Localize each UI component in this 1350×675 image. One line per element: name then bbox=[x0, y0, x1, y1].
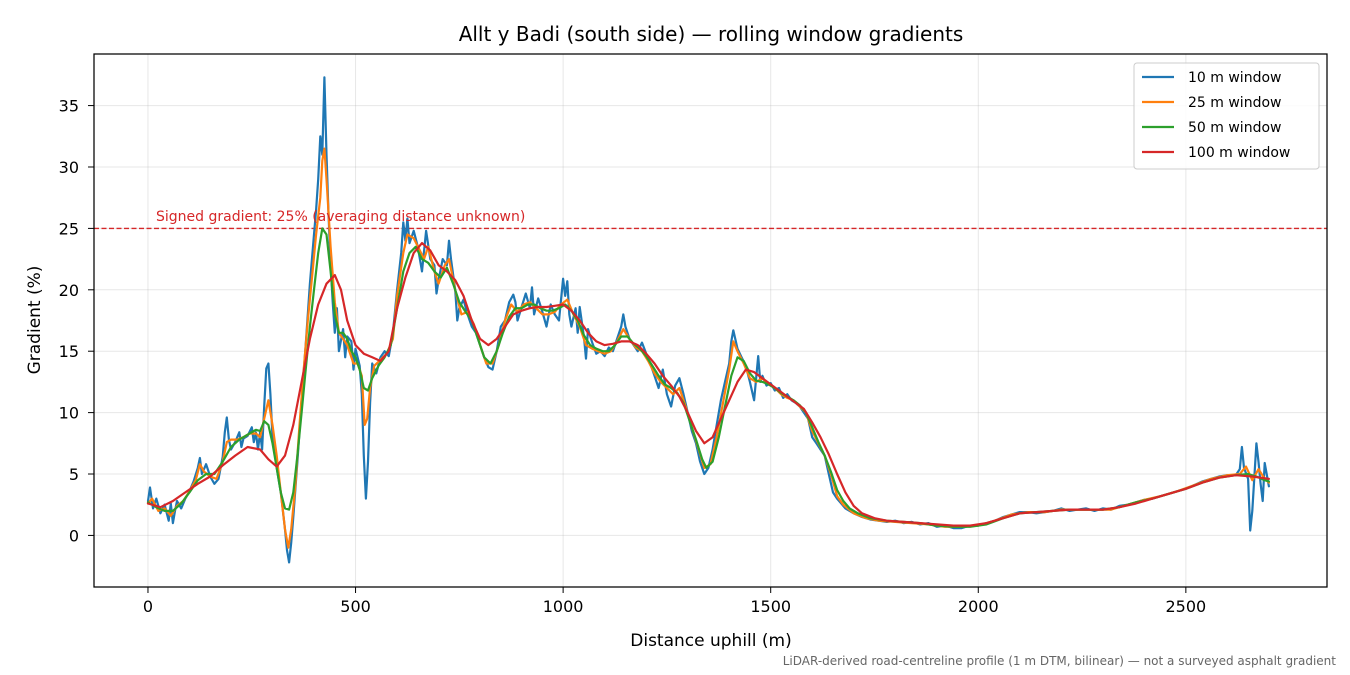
y-tick-label: 30 bbox=[59, 158, 79, 177]
y-tick-label: 5 bbox=[69, 465, 79, 484]
plot-frame bbox=[93, 53, 1328, 588]
chart-title: Allt y Badi (south side) — rolling windo… bbox=[459, 22, 964, 46]
legend: 10 m window 25 m window 50 m window 100 m w… bbox=[1133, 62, 1320, 170]
y-tick-label: 10 bbox=[59, 404, 79, 423]
x-tick-label: 2500 bbox=[1165, 597, 1206, 616]
legend-label-2: 25 m window bbox=[1188, 95, 1281, 111]
x-tick-label: 1500 bbox=[750, 597, 791, 616]
y-axis-label: Gradient (%) bbox=[25, 266, 45, 375]
legend-label-4: 100 m window bbox=[1188, 145, 1290, 161]
reference-line-label: Signed gradient: 25% (averaging distance… bbox=[156, 209, 525, 225]
y-tick-label: 0 bbox=[69, 526, 79, 545]
legend-label-3: 50 m window bbox=[1188, 120, 1281, 136]
x-axis-label: Distance uphill (m) bbox=[630, 631, 791, 651]
y-tick-label: 25 bbox=[59, 219, 79, 238]
x-tick-label: 1000 bbox=[543, 597, 584, 616]
x-tick-label: 500 bbox=[340, 597, 371, 616]
x-tick-label: 2000 bbox=[958, 597, 999, 616]
y-axis-ticks: 0 5 10 15 20 25 30 35 bbox=[59, 97, 94, 545]
y-tick-label: 20 bbox=[59, 281, 79, 300]
series-line-4 bbox=[146, 242, 1270, 527]
x-axis-ticks: 0 500 1000 1500 2000 2500 bbox=[143, 587, 1206, 616]
legend-label-1: 10 m window bbox=[1188, 70, 1281, 86]
footnote: LiDAR-derived road-centreline profile (1… bbox=[783, 654, 1337, 668]
y-tick-label: 15 bbox=[59, 342, 79, 361]
y-tick-label: 35 bbox=[59, 97, 79, 116]
series-group bbox=[146, 76, 1270, 564]
x-tick-label: 0 bbox=[143, 597, 153, 616]
legend-box bbox=[1133, 62, 1320, 170]
